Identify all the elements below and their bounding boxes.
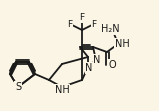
Text: N: N <box>93 55 101 65</box>
Text: N: N <box>85 63 93 73</box>
Text: NH: NH <box>115 39 129 49</box>
Text: H₂N: H₂N <box>101 24 119 34</box>
Text: NH: NH <box>55 85 69 95</box>
Text: F: F <box>91 20 97 29</box>
Text: O: O <box>108 60 116 70</box>
Text: F: F <box>80 14 85 23</box>
Text: F: F <box>67 20 73 29</box>
Text: S: S <box>15 82 21 92</box>
